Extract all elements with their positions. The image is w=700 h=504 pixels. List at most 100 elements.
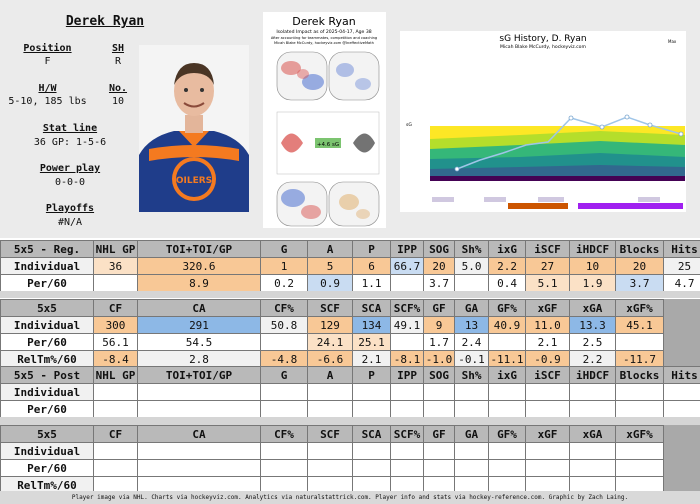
gray-spacer (663, 316, 700, 334)
powerplay-value: 0-0-0 (54, 177, 86, 188)
table-cell (307, 476, 353, 494)
gray-spacer (663, 425, 700, 443)
statline-label: Stat line (42, 123, 98, 134)
table-cell: -6.6 (307, 350, 353, 368)
position-label: Position (23, 43, 72, 54)
table-cell: 25 (663, 257, 700, 275)
gray-spacer (663, 333, 700, 351)
column-header: SCA (352, 425, 391, 443)
section-divider (0, 291, 700, 298)
table-cell: 0.2 (260, 274, 309, 292)
isolated-impact-chart: Derek Ryan Isolated Impact as of 2025-04… (263, 12, 386, 228)
table-cell (137, 459, 261, 477)
table-cell (615, 400, 665, 418)
table-cell (488, 442, 526, 460)
table-cell (615, 383, 665, 401)
player-name: Derek Ryan (65, 14, 145, 29)
table-cell (454, 400, 490, 418)
table-cell (525, 400, 571, 418)
isolated-impact-graphic: Derek Ryan Isolated Impact as of 2025-04… (271, 15, 380, 227)
sg-history-ylabel: sG (406, 122, 412, 128)
column-header: iSCF (525, 240, 571, 258)
table-cell: 300 (93, 316, 138, 334)
column-header: xGF (525, 425, 570, 443)
sg-history-seasons (432, 197, 683, 209)
gray-spacer (663, 299, 700, 317)
table-cell: 45.1 (615, 316, 664, 334)
gray-spacer (663, 442, 700, 460)
table-cell: 1.9 (569, 274, 617, 292)
defence-rinks (276, 181, 380, 227)
row-label: Individual (0, 383, 94, 401)
table-row: Per/608.90.20.91.13.70.45.11.93.74.72.3 (0, 274, 700, 292)
powerplay-label: Power play (39, 163, 101, 174)
table-cell (352, 476, 391, 494)
table-cell: 25.1 (352, 333, 391, 351)
table-cell: -0.1 (454, 350, 489, 368)
impact-title: Derek Ryan (292, 15, 355, 28)
row-label: Individual (0, 316, 94, 334)
table-cell (663, 400, 700, 418)
table-cell (93, 274, 138, 292)
column-header: IPP (390, 366, 425, 384)
table-cell: 129 (307, 316, 353, 334)
column-header: SCA (352, 299, 391, 317)
impact-center-graph: +4.6 sG (276, 111, 380, 175)
table-cell: 11.0 (525, 316, 570, 334)
section-label: 5x5 - Reg. (0, 240, 94, 258)
table-cell (93, 476, 138, 494)
column-header: A (307, 240, 354, 258)
table-cell (93, 400, 138, 418)
row-label: Per/60 (0, 274, 94, 292)
gray-spacer (663, 350, 700, 368)
column-header: xGA (569, 425, 616, 443)
column-header: SCF (307, 299, 353, 317)
table-cell: 3.7 (615, 274, 665, 292)
table-cell (352, 400, 392, 418)
column-header: CF (93, 299, 138, 317)
section-label: 5x5 (0, 425, 94, 443)
table-row: RelTm%/60 (0, 476, 700, 494)
table-cell (454, 459, 489, 477)
table-cell (423, 442, 455, 460)
table-cell (615, 442, 664, 460)
number-label: No. (108, 83, 128, 94)
table-cell (569, 459, 616, 477)
player-header: Derek Ryan Position F SH R H/W 5-10, 185… (0, 0, 700, 238)
table-cell: 291 (137, 316, 261, 334)
table-cell (307, 442, 353, 460)
height-weight-value: 5-10, 185 lbs (8, 96, 87, 107)
gray-spacer (663, 459, 700, 477)
column-header: GA (454, 425, 489, 443)
column-header: Sh% (454, 366, 490, 384)
table-cell (423, 476, 455, 494)
column-header: iHDCF (569, 240, 617, 258)
column-header: P (352, 240, 392, 258)
table-cell (352, 459, 391, 477)
section-divider (0, 417, 700, 425)
table-cell (454, 476, 489, 494)
table-cell: 8.9 (136, 274, 262, 292)
impact-subtitle: Isolated Impact as of 2025-04-17, Age 38 (276, 29, 371, 35)
table-cell (423, 383, 456, 401)
sg-history-bands (430, 126, 685, 181)
row-label: Individual (0, 442, 94, 460)
section-label: 5x5 - Post (0, 366, 94, 384)
column-header: xGF% (615, 299, 664, 317)
regular-onice-table: 5x5CFCACF%SCFSCASCF%GFGAGF%xGFxGAxGF%PDO… (0, 299, 700, 368)
table-cell (454, 442, 489, 460)
table-cell (390, 333, 424, 351)
column-header: IPP (390, 240, 425, 258)
table-cell: 1 (260, 257, 309, 275)
table-cell: 6 (352, 257, 392, 275)
column-header: G (260, 240, 309, 258)
table-cell (352, 442, 391, 460)
table-cell: 54.5 (137, 333, 261, 351)
table-cell (136, 400, 262, 418)
footer-credits: Player image via NHL. Charts via hockeyv… (0, 491, 700, 504)
table-cell: 320.6 (136, 257, 262, 275)
table-cell: 4.7 (663, 274, 700, 292)
column-header: NHL GP (93, 366, 138, 384)
table-cell: 10 (569, 257, 617, 275)
table-cell (423, 400, 456, 418)
